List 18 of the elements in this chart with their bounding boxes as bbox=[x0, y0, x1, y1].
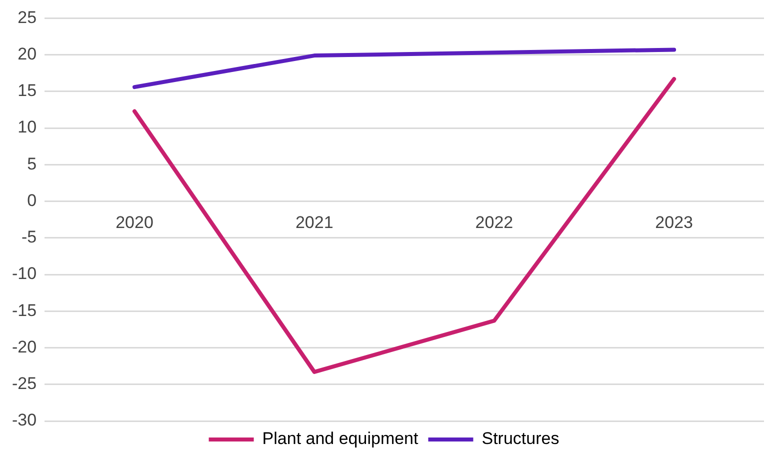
y-tick-label: 15 bbox=[18, 81, 37, 100]
x-tick-label: 2023 bbox=[655, 213, 693, 232]
x-tick-label: 2022 bbox=[475, 213, 514, 232]
y-tick-label: 5 bbox=[27, 154, 37, 174]
y-tick-label: 0 bbox=[27, 190, 37, 210]
y-tick-label: -20 bbox=[12, 337, 37, 356]
legend-label: Plant and equipment bbox=[262, 429, 419, 448]
y-tick-label: 20 bbox=[18, 44, 37, 64]
x-tick-label: 2020 bbox=[116, 213, 154, 232]
y-tick-label: -30 bbox=[12, 410, 37, 430]
y-tick-label: -10 bbox=[12, 264, 37, 284]
legend-label: Structures bbox=[482, 429, 560, 448]
y-tick-label: 10 bbox=[18, 118, 37, 137]
y-tick-label: -5 bbox=[21, 228, 37, 247]
x-tick-label: 2021 bbox=[295, 213, 334, 232]
y-tick-label: -25 bbox=[12, 374, 37, 394]
y-tick-label: -15 bbox=[12, 300, 37, 320]
y-tick-label: 25 bbox=[18, 8, 37, 27]
